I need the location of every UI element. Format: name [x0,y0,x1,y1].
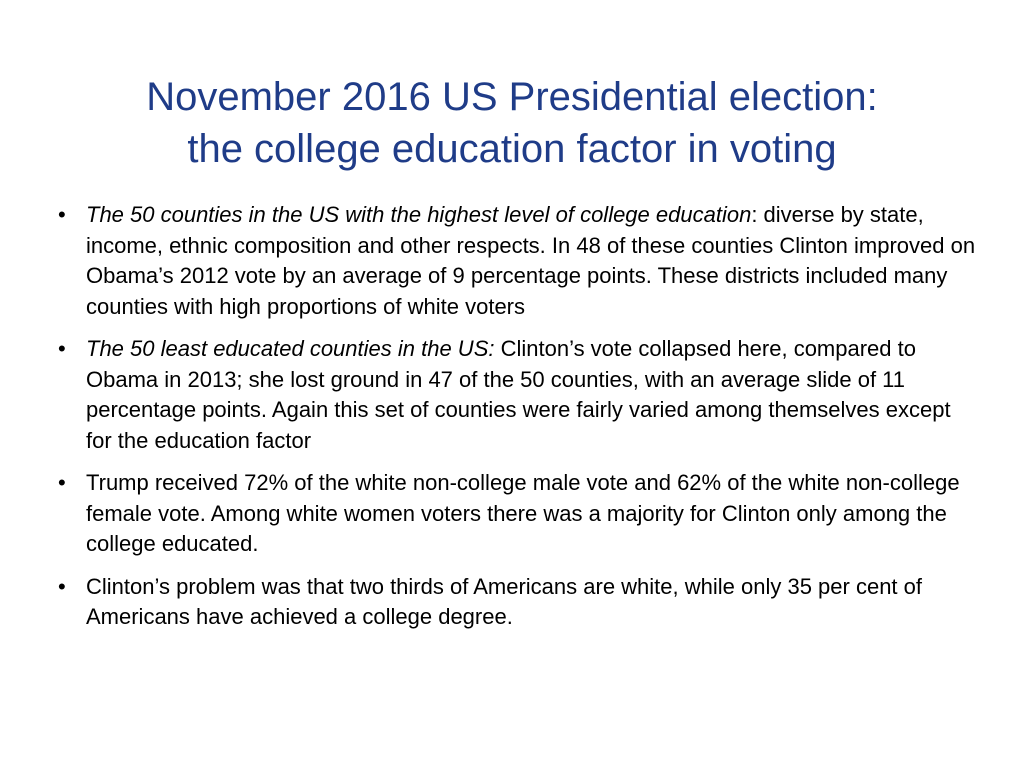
bullet-item-trump-vote: • Trump received 72% of the white non-co… [56,468,976,560]
bullet-lead-text: The 50 least educated counties in the US… [86,336,495,361]
bullet-item-highest-educated: • The 50 counties in the US with the hig… [56,200,976,322]
bullet-body-text: : diverse by state, income, ethnic compo… [86,202,976,319]
bullet-icon: • [58,336,66,361]
slide-title-line-2: the college education factor in voting [187,126,837,171]
bullet-body-text: Clinton’s vote collapsed here, compared … [86,336,951,453]
bullet-lead-text: The 50 counties in the US with the highe… [86,202,752,227]
bullet-icon: • [58,470,66,495]
bullet-icon: • [58,573,66,599]
bullet-body-text: Clinton’s problem was that two thirds of… [86,573,922,630]
slide-title: November 2016 US Presidential election: … [40,71,984,175]
bullet-item-least-educated: • The 50 least educated counties in the … [56,334,976,456]
bullet-body-text: Trump received 72% of the white non-coll… [86,470,960,556]
slide-title-line-1: November 2016 US Presidential election: [146,74,878,119]
bullet-list: • The 50 counties in the US with the hig… [56,200,976,645]
bullet-icon: • [58,202,66,227]
bullet-item-clinton-problem: • Clinton’s problem was that two thirds … [56,572,976,633]
